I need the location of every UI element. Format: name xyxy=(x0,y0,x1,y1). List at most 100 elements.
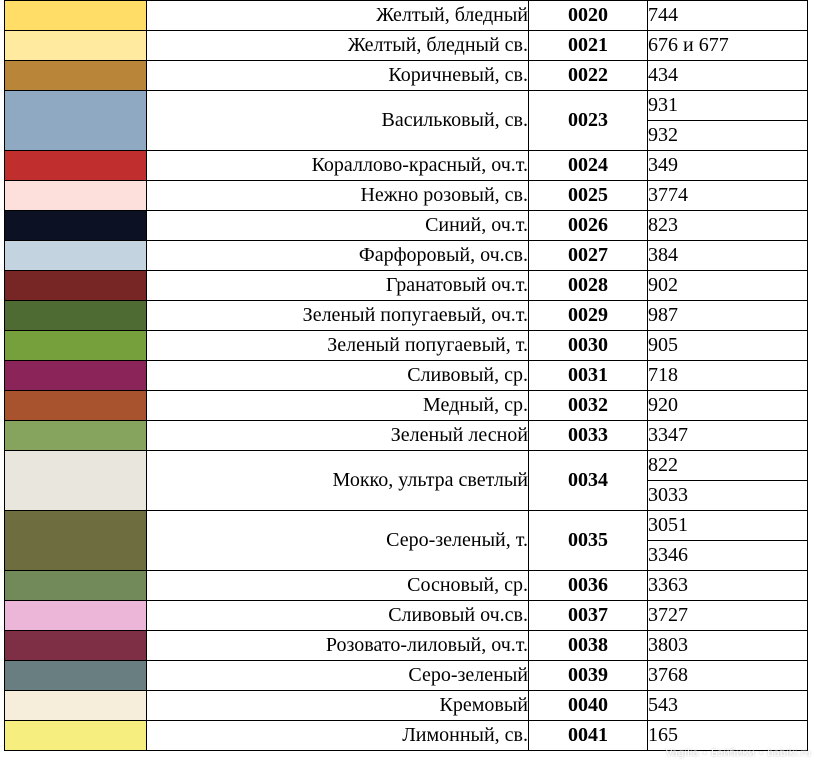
color-swatch xyxy=(4,720,147,751)
color-swatch xyxy=(4,660,147,691)
dmc-number: 676 и 677 xyxy=(647,30,808,61)
table-row: Гранатовый оч.т. 0028 902 xyxy=(4,270,808,301)
color-swatch xyxy=(4,60,147,91)
dmc-number: 434 xyxy=(647,60,808,91)
dmc-number: 543 xyxy=(647,690,808,721)
color-name: Коричневый, св. xyxy=(146,60,529,91)
table-row: Кораллово-красный, оч.т. 0024 349 xyxy=(4,150,808,181)
color-code: 0031 xyxy=(528,360,648,391)
table-row: Васильковый, св. 0023 931 xyxy=(4,90,808,151)
color-name: Желтый, бледный xyxy=(146,0,529,31)
table-row: 932 xyxy=(5,120,808,151)
color-name: Васильковый, св. xyxy=(146,90,529,151)
color-swatch xyxy=(4,510,147,571)
dmc-number: 823 xyxy=(647,210,808,241)
color-swatch xyxy=(4,180,147,211)
table-row: Медный, ср. 0032 920 xyxy=(4,390,808,421)
color-code: 0032 xyxy=(528,390,648,421)
color-swatch xyxy=(4,300,147,331)
color-code: 0020 xyxy=(528,0,648,31)
watermark: Vagilia • Бэйбики • babiki.ru xyxy=(665,748,811,759)
dmc-number: 3727 xyxy=(647,600,808,631)
dmc-number: 3363 xyxy=(647,570,808,601)
table-row: Серо-зеленый 0039 3768 xyxy=(4,660,808,691)
dmc-number: 3346 xyxy=(647,540,808,571)
color-swatch xyxy=(4,450,147,511)
color-code: 0040 xyxy=(528,690,648,721)
dmc-number: 165 xyxy=(647,720,808,751)
table-row: Желтый, бледный 0020 744 xyxy=(4,0,808,31)
table-row: Сосновый, ср. 0036 3363 xyxy=(4,570,808,601)
color-table: Желтый, бледный 0020 744 Желтый, бледный св… xyxy=(4,0,808,751)
color-code: 0038 xyxy=(528,630,648,661)
color-code: 0034 xyxy=(528,450,648,511)
color-code: 0027 xyxy=(528,240,648,271)
table-row: Синий, оч.т. 0026 823 xyxy=(4,210,808,241)
table-row: Фарфоровый, оч.св. 0027 384 xyxy=(4,240,808,271)
color-code: 0030 xyxy=(528,330,648,361)
table-row: Лимонный, св. 0041 165 xyxy=(4,720,808,751)
dmc-number: 384 xyxy=(647,240,808,271)
color-code: 0022 xyxy=(528,60,648,91)
dmc-number: 920 xyxy=(647,390,808,421)
color-code: 0021 xyxy=(528,30,648,61)
dmc-number: 931 xyxy=(647,90,808,121)
dmc-number: 905 xyxy=(647,330,808,361)
color-code: 0036 xyxy=(528,570,648,601)
color-name: Кремовый xyxy=(146,690,529,721)
table-row: Зеленый попугаевый, т. 0030 905 xyxy=(4,330,808,361)
color-name: Синий, оч.т. xyxy=(146,210,529,241)
table-row: Сливовый оч.св. 0037 3727 xyxy=(4,600,808,631)
dmc-number: 718 xyxy=(647,360,808,391)
dmc-number: 349 xyxy=(647,150,808,181)
color-name: Сливовый, ср. xyxy=(146,360,529,391)
table-row: Серо-зеленый, т. 0035 3051 xyxy=(4,510,808,571)
color-swatch xyxy=(4,390,147,421)
color-code: 0025 xyxy=(528,180,648,211)
color-swatch xyxy=(4,240,147,271)
color-code: 0039 xyxy=(528,660,648,691)
color-name: Гранатовый оч.т. xyxy=(146,270,529,301)
color-swatch xyxy=(4,630,147,661)
color-code: 0028 xyxy=(528,270,648,301)
dmc-number: 3033 xyxy=(647,480,808,511)
color-swatch xyxy=(4,0,147,31)
color-name: Зеленый лесной xyxy=(146,420,529,451)
table-row: 3033 xyxy=(5,480,808,511)
dmc-number: 3803 xyxy=(647,630,808,661)
table-row: Зеленый попугаевый, оч.т. 0029 987 xyxy=(4,300,808,331)
color-swatch xyxy=(4,330,147,361)
dmc-number: 902 xyxy=(647,270,808,301)
color-name: Серо-зеленый xyxy=(146,660,529,691)
color-name: Мокко, ультра светлый xyxy=(146,450,529,511)
dmc-number: 987 xyxy=(647,300,808,331)
dmc-number: 744 xyxy=(647,0,808,31)
color-swatch xyxy=(4,150,147,181)
table-row: Мокко, ультра светлый 0034 822 xyxy=(4,450,808,511)
color-code: 0035 xyxy=(528,510,648,571)
color-swatch xyxy=(4,600,147,631)
color-name: Нежно розовый, св. xyxy=(146,180,529,211)
table-row: Кремовый 0040 543 xyxy=(4,690,808,721)
color-name: Лимонный, св. xyxy=(146,720,529,751)
color-swatch xyxy=(4,30,147,61)
color-name: Фарфоровый, оч.св. xyxy=(146,240,529,271)
color-swatch xyxy=(4,90,147,151)
color-swatch xyxy=(4,270,147,301)
color-name: Сливовый оч.св. xyxy=(146,600,529,631)
table-row: Зеленый лесной 0033 3347 xyxy=(4,420,808,451)
table-row: Коричневый, св. 0022 434 xyxy=(4,60,808,91)
dmc-number: 3347 xyxy=(647,420,808,451)
color-swatch xyxy=(4,210,147,241)
dmc-number: 3774 xyxy=(647,180,808,211)
color-code: 0037 xyxy=(528,600,648,631)
color-name: Медный, ср. xyxy=(146,390,529,421)
color-table-body: Желтый, бледный 0020 744 Желтый, бледный св… xyxy=(4,0,808,751)
color-code: 0026 xyxy=(528,210,648,241)
color-name: Зеленый попугаевый, оч.т. xyxy=(146,300,529,331)
color-code: 0033 xyxy=(528,420,648,451)
table-row: Сливовый, ср. 0031 718 xyxy=(4,360,808,391)
color-name: Серо-зеленый, т. xyxy=(146,510,529,571)
color-code: 0029 xyxy=(528,300,648,331)
dmc-number: 3768 xyxy=(647,660,808,691)
